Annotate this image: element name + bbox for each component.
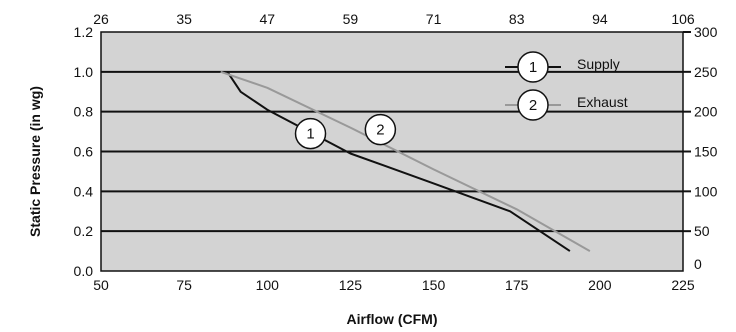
series-marker-circle (364, 113, 397, 146)
legend-marker-circle (517, 51, 549, 83)
y-tick-label: 0.2 (74, 223, 94, 239)
x-tick-label: 50 (93, 277, 109, 293)
x-tick-label: 200 (588, 277, 612, 293)
legend-marker-label: 1 (529, 59, 537, 76)
top-tick-label: 35 (176, 11, 192, 27)
top-tick-label: 83 (509, 11, 525, 27)
left-axis-ticks: 0.0 0.2 0.4 0.6 0.8 1.0 1.2 (74, 24, 94, 279)
y-tick-label: 1.2 (74, 24, 94, 40)
right-tick-label: 150 (694, 144, 718, 160)
legend-marker-circle (517, 89, 549, 121)
series-marker-circle (294, 117, 327, 150)
top-tick-label: 71 (426, 11, 442, 27)
x-tick-label: 125 (339, 277, 363, 293)
x-tick-label: 225 (671, 277, 695, 293)
series-marker-label: 1 (306, 126, 314, 143)
y-tick-label: 0.4 (74, 183, 94, 199)
series-marker-label: 2 (376, 122, 384, 139)
legend: 1 Supply 2 Exhaust (505, 51, 628, 121)
x-tick-label: 75 (176, 277, 192, 293)
y-axis-title: Static Pressure (in wg) (27, 86, 43, 237)
legend-label: Supply (577, 56, 620, 72)
x-tick-label: 100 (256, 277, 280, 293)
top-tick-label: 26 (93, 11, 109, 27)
right-tick-label: 200 (694, 104, 718, 120)
top-tick-label: 59 (343, 11, 359, 27)
top-tick-label: 106 (671, 11, 695, 27)
top-axis-ticks: 26 35 47 59 71 83 94 106 (93, 11, 695, 27)
series-lines (220, 70, 591, 252)
right-tick-label: 300 (694, 24, 718, 40)
right-tick-label: 100 (694, 183, 718, 199)
top-tick-label: 47 (259, 11, 275, 27)
bottom-axis-ticks: 50 75 100 125 150 175 200 225 (93, 277, 695, 293)
grid-lines (101, 70, 683, 233)
right-axis-ticks: 0 50 100 150 200 250 300 (683, 24, 718, 272)
legend-marker-label: 2 (529, 97, 537, 114)
legend-label: Exhaust (577, 94, 628, 110)
top-tick-label: 94 (592, 11, 608, 27)
x-axis-title: Airflow (CFM) (347, 311, 438, 327)
right-tick-label: 250 (694, 64, 718, 80)
x-tick-label: 175 (505, 277, 529, 293)
y-tick-label: 1.0 (74, 64, 94, 80)
series-line-exhaust (220, 70, 591, 252)
x-tick-label: 150 (422, 277, 446, 293)
y-tick-label: 0.8 (74, 104, 94, 120)
y-tick-label: 0.0 (74, 263, 94, 279)
series-line-supply (226, 71, 571, 252)
right-tick-label: 0 (694, 256, 702, 272)
right-tick-label: 50 (694, 223, 710, 239)
y-tick-label: 0.6 (74, 144, 94, 160)
